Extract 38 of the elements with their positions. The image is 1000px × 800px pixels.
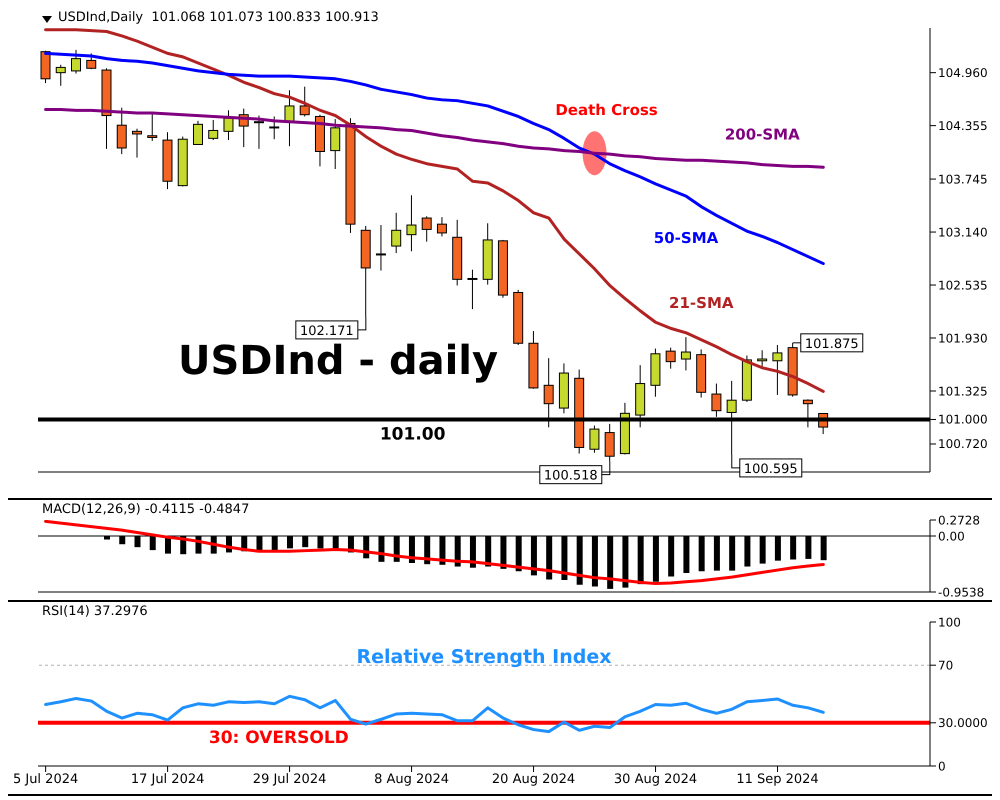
ref-line-label: 101.00 — [380, 424, 446, 444]
series-label: 50-SMA — [654, 229, 719, 248]
chart-subtitle: USDInd,Daily 101.068 101.073 100.833 100.913 — [58, 10, 379, 25]
y-tick-label: 0.2728 — [938, 513, 980, 528]
chart-title: RSI(14) 37.2976 — [42, 604, 148, 619]
x-tick-label: 20 Aug 2024 — [492, 772, 576, 788]
y-tick-label: 104.960 — [938, 66, 988, 80]
y-tick-label: 0.00 — [938, 529, 965, 544]
y-tick-label: 101.000 — [938, 412, 988, 427]
y-tick-label: 100 — [938, 615, 961, 630]
y-tick-label: 70 — [938, 658, 954, 672]
annotation: 100.595 — [744, 462, 798, 477]
ref-line-label: 30: OVERSOLD — [208, 728, 349, 748]
y-tick-label: 101.325 — [938, 384, 988, 398]
x-tick-label: 11 Sep 2024 — [736, 772, 819, 788]
chart-title: MACD(12,26,9) -0.4115 -0.4847 — [42, 502, 250, 517]
y-tick-label: 100.720 — [938, 437, 988, 452]
x-tick-label: 8 Aug 2024 — [374, 772, 450, 788]
annotation: Relative Strength Index — [355, 646, 613, 668]
x-tick-label: 30 Aug 2024 — [614, 772, 698, 788]
x-tick-label: 5 Jul 2024 — [12, 772, 78, 788]
text: USDInd - daily — [178, 338, 498, 384]
y-tick-label: 103.140 — [938, 225, 988, 240]
y-tick-label: 0 — [938, 759, 946, 774]
series-label: 200-SMA — [724, 126, 800, 144]
y-tick-label: 104.355 — [938, 118, 988, 133]
y-tick-label: 103.745 — [938, 172, 988, 186]
annotation: 100.518 — [544, 468, 598, 484]
x-tick-label: 17 Jul 2024 — [130, 772, 204, 788]
y-tick-label: 30.0000 — [938, 716, 988, 730]
series-label: 21-SMA — [669, 294, 734, 312]
y-tick-label: 101.930 — [938, 331, 988, 346]
y-tick-label: -0.9538 — [938, 585, 984, 600]
y-tick-label: 102.535 — [938, 278, 988, 292]
annotation: 102.171 — [300, 324, 354, 339]
annotation: Death Cross — [555, 101, 658, 120]
annotation: 101.875 — [804, 336, 859, 352]
x-tick-label: 29 Jul 2024 — [252, 772, 326, 788]
